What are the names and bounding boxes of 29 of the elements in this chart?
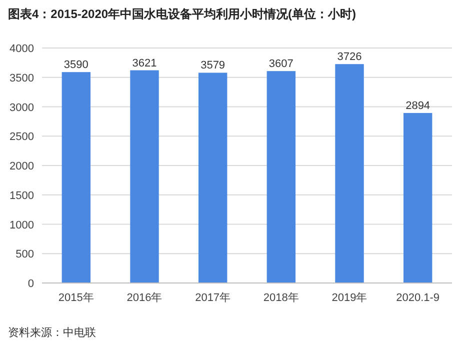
data-label: 2894	[406, 100, 430, 112]
x-tick-label: 2018年	[263, 292, 299, 304]
data-label: 3590	[64, 59, 88, 72]
chart-title: 图表4：2015-2020年中国水电设备平均利用小时情况(单位：小时)	[8, 7, 356, 21]
y-tick-label: 3500	[10, 72, 34, 84]
x-tick-label: 2020.1-9	[396, 292, 440, 304]
bar	[266, 71, 296, 283]
y-tick-label: 3000	[10, 102, 34, 114]
y-tick-label: 2000	[10, 160, 34, 172]
data-label: 3726	[337, 51, 362, 64]
bar	[403, 112, 432, 283]
data-label: 3607	[268, 58, 294, 70]
x-tick-label: 2016年	[126, 292, 162, 304]
y-tick-label: 500	[16, 248, 34, 261]
bar	[335, 64, 364, 283]
bar	[198, 72, 228, 283]
y-tick-label: 1000	[10, 219, 34, 232]
data-label: 3621	[132, 57, 157, 70]
y-tick-label: 4000	[10, 43, 34, 55]
bar	[62, 72, 91, 283]
x-tick-label: 2017年	[195, 292, 231, 304]
y-tick-label: 2500	[10, 131, 34, 144]
x-tick-label: 2019年	[332, 292, 368, 304]
y-tick-label: 1500	[10, 190, 34, 202]
x-tick-label: 2015年	[58, 292, 94, 304]
bar	[130, 70, 159, 283]
text: 资料来源：中电联	[8, 326, 96, 339]
y-tick-label: 0	[28, 278, 34, 290]
data-label: 3579	[200, 60, 226, 72]
